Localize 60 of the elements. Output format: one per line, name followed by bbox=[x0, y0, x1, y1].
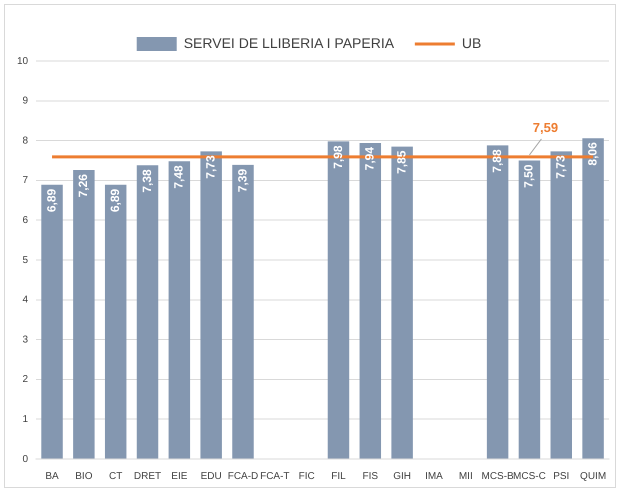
x-tick-label: BA bbox=[45, 470, 60, 482]
legend-label: UB bbox=[462, 34, 482, 51]
x-tick-label: FIC bbox=[298, 470, 315, 482]
y-tick-label: 7 bbox=[22, 175, 29, 186]
data-label: 8,06 bbox=[585, 142, 600, 166]
x-tick-label: IMA bbox=[425, 470, 444, 482]
bar bbox=[328, 141, 350, 458]
data-label: 7,26 bbox=[76, 174, 90, 198]
y-tick-label: 3 bbox=[22, 334, 29, 346]
x-tick-label: EDU bbox=[200, 470, 222, 482]
data-label: 7,39 bbox=[235, 168, 250, 192]
y-tick-label: 4 bbox=[22, 294, 29, 306]
bar bbox=[582, 138, 604, 458]
data-label: 7,98 bbox=[330, 145, 345, 169]
bar bbox=[136, 165, 158, 458]
bar bbox=[168, 161, 190, 458]
bar bbox=[486, 145, 508, 458]
data-label: 7,38 bbox=[140, 168, 154, 193]
y-tick-label: 2 bbox=[22, 374, 29, 386]
bar bbox=[391, 146, 413, 458]
y-tick-label: 8 bbox=[22, 135, 29, 146]
bar bbox=[200, 151, 222, 458]
y-tick-label: 9 bbox=[22, 96, 29, 107]
x-tick-label: BIO bbox=[75, 470, 93, 482]
data-label: 7,88 bbox=[490, 149, 504, 173]
bar bbox=[41, 184, 63, 458]
x-tick-label: FCA-D bbox=[228, 470, 258, 482]
y-tick-label: 6 bbox=[22, 214, 29, 226]
legend-label: SERVEI DE LLIBERIA I PAPERIA bbox=[184, 34, 395, 51]
bar bbox=[232, 164, 254, 458]
bar bbox=[518, 160, 540, 458]
data-label: 7,73 bbox=[203, 155, 218, 179]
bar bbox=[73, 170, 95, 458]
data-label: 7,73 bbox=[554, 155, 568, 179]
bar bbox=[550, 151, 572, 458]
x-tick-label: DRET bbox=[134, 470, 162, 482]
bar bbox=[360, 142, 382, 458]
x-tick-label: CT bbox=[109, 470, 122, 482]
data-label: 7,94 bbox=[362, 146, 377, 170]
data-label: 6,89 bbox=[44, 188, 58, 212]
x-tick-label: GIH bbox=[393, 470, 412, 482]
x-tick-label: EIE bbox=[171, 470, 188, 482]
x-tick-label: FIL bbox=[331, 470, 346, 482]
y-tick-label: 1 bbox=[22, 414, 29, 425]
y-tick-label: 0 bbox=[22, 454, 29, 465]
y-tick-label: 5 bbox=[22, 254, 29, 266]
data-label: 7,59 bbox=[532, 120, 558, 135]
x-tick-label: FIS bbox=[362, 470, 378, 482]
data-label: 6,89 bbox=[108, 188, 122, 212]
x-tick-label: MII bbox=[458, 470, 473, 482]
x-tick-label: MCS-B bbox=[481, 470, 514, 482]
x-tick-label: MCS-C bbox=[513, 470, 546, 482]
x-tick-label: FCA-T bbox=[260, 470, 290, 482]
data-label: 7,50 bbox=[522, 164, 536, 188]
data-label: 7,48 bbox=[172, 164, 186, 189]
y-tick-label: 10 bbox=[17, 56, 29, 67]
x-tick-label: QUIM bbox=[580, 470, 606, 482]
x-tick-label: PSI bbox=[553, 470, 570, 482]
bar bbox=[104, 184, 126, 458]
data-label: 7,85 bbox=[394, 150, 408, 174]
